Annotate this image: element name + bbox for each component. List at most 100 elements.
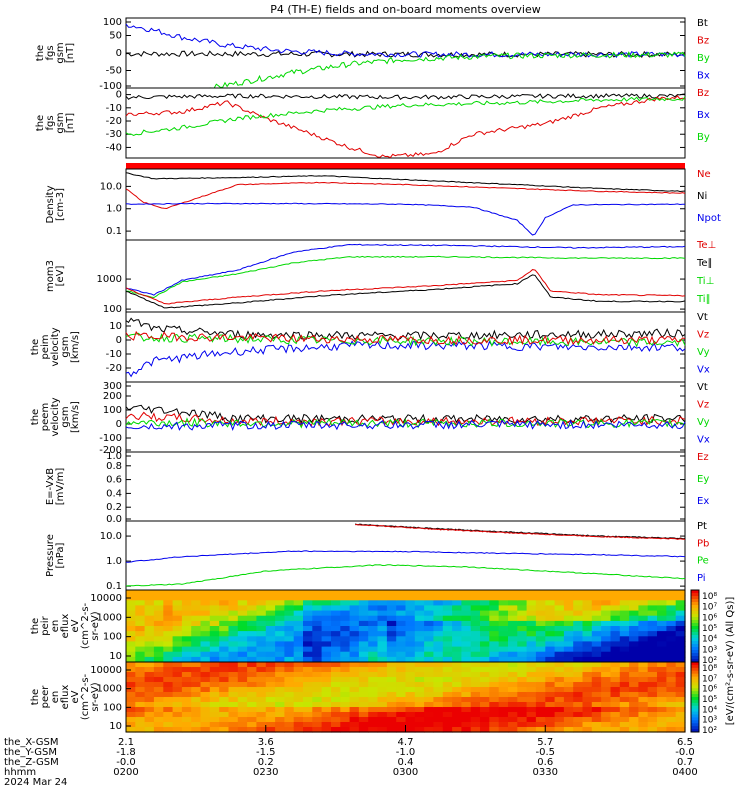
heatmap-cell — [293, 722, 304, 728]
heatmap-cell — [237, 615, 248, 622]
heatmap-cell — [247, 662, 257, 668]
heatmap-cell — [480, 615, 490, 622]
heatmap-cell — [480, 595, 490, 601]
heatmap-cell — [452, 682, 462, 688]
heatmap-cell — [526, 615, 537, 622]
heatmap-cell — [153, 615, 164, 622]
heatmap-cell — [265, 590, 276, 596]
heatmap-cell — [135, 682, 146, 688]
heatmap-cell — [470, 610, 481, 617]
heatmap-cell — [172, 697, 183, 703]
colorbar-tick: 10⁷ — [702, 603, 717, 613]
heatmap-cell — [470, 641, 481, 648]
heatmap-cell — [545, 677, 556, 683]
heatmap-cell — [200, 667, 211, 673]
heatmap-cell — [340, 590, 351, 596]
heatmap-cell — [675, 610, 686, 617]
heatmap-cell — [619, 620, 630, 627]
tick-label-peim_vel: -10 — [106, 349, 122, 360]
heatmap-cell — [135, 677, 146, 683]
legend-efield-Ez: Ez — [697, 452, 709, 463]
panel-frame-fgs_gsm_zoom — [125, 87, 686, 159]
heatmap-cell — [452, 662, 462, 668]
heatmap-cell — [377, 631, 388, 637]
heatmap-cell — [554, 610, 565, 617]
heatmap-cell — [349, 605, 360, 612]
heatmap-cell — [200, 590, 211, 596]
heatmap-cell — [219, 717, 230, 723]
heatmap-cell — [349, 620, 360, 627]
heatmap-cell — [153, 646, 164, 653]
heatmap-cell — [237, 631, 248, 637]
heatmap-cell — [517, 662, 528, 668]
heatmap-cell — [331, 702, 341, 708]
colorbar-segment — [691, 656, 699, 660]
tick-label-peem_vel: 0 — [116, 419, 122, 430]
heatmap-cell — [293, 615, 304, 622]
heatmap-cell — [629, 641, 639, 648]
heatmap-cell — [256, 641, 267, 648]
heatmap-cell — [293, 610, 304, 617]
heatmap-cell — [657, 651, 667, 658]
heatmap-cell — [209, 727, 220, 733]
heatmap-cell — [144, 667, 155, 673]
heatmap-cell — [144, 722, 155, 728]
heatmap-cell — [657, 610, 667, 617]
heatmap-cell — [153, 677, 164, 683]
heatmap-cell — [293, 600, 304, 606]
heatmap-cell — [563, 610, 574, 617]
heatmap-cell — [209, 662, 220, 668]
heatmap-cell — [340, 672, 351, 678]
heatmap-cell — [377, 682, 388, 688]
heatmap-cell — [396, 717, 407, 723]
heatmap-cell — [191, 600, 202, 606]
heatmap-cell — [135, 610, 146, 617]
heatmap-cell — [303, 672, 313, 678]
heatmap-cell — [480, 646, 490, 653]
heatmap-cell — [461, 717, 472, 723]
heatmap-cell — [508, 727, 518, 733]
heatmap-cell — [619, 687, 630, 693]
heatmap-cell — [312, 641, 323, 648]
heatmap-cell — [293, 727, 304, 733]
heatmap-cell — [312, 677, 323, 683]
heatmap-cell — [517, 727, 528, 733]
heatmap-cell — [247, 656, 257, 663]
heatmap-cell — [247, 646, 257, 653]
heatmap-cell — [647, 646, 658, 653]
heatmap-cell — [424, 682, 434, 688]
heatmap-cell — [610, 702, 621, 708]
heatmap-cell — [452, 702, 462, 708]
heatmap-cell — [573, 682, 584, 688]
colorbar-segment — [691, 644, 699, 648]
heatmap-cell — [535, 590, 546, 596]
heatmap-cell — [563, 707, 574, 713]
heatmap-cell — [470, 672, 481, 678]
heatmap-cell — [470, 620, 481, 627]
heatmap-cell — [582, 682, 593, 688]
heatmap-cell — [563, 631, 574, 637]
heatmap-cell — [545, 672, 556, 678]
heatmap-cell — [358, 682, 369, 688]
heatmap-cell — [563, 692, 574, 698]
heatmap-cell — [452, 687, 462, 693]
heatmap-cell — [666, 615, 677, 622]
heatmap-cell — [405, 651, 416, 658]
heatmap-cell — [545, 631, 556, 637]
heatmap-cell — [675, 620, 686, 627]
heatmap-cell — [666, 677, 677, 683]
colorbar-segment — [691, 694, 699, 698]
heatmap-cell — [284, 687, 295, 693]
heatmap-cell — [358, 677, 369, 683]
heatmap-cell — [610, 656, 621, 663]
heatmap-cell — [303, 697, 313, 703]
heatmap-cell — [256, 717, 267, 723]
heatmap-cell — [498, 626, 509, 632]
heatmap-cell — [405, 600, 416, 606]
heatmap-cell — [144, 595, 155, 601]
heatmap-cell — [582, 620, 593, 627]
heatmap-cell — [424, 727, 434, 733]
heatmap-cell — [153, 641, 164, 648]
heatmap-cell — [508, 672, 518, 678]
heatmap-cell — [638, 697, 649, 703]
